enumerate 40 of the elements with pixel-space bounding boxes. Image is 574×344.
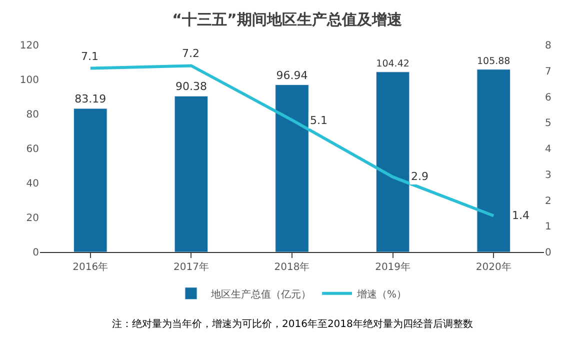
y-tick-label: 40: [26, 178, 39, 190]
y-tick-label: 120: [20, 40, 39, 52]
text: 注：绝对量为当年价，增速为可比价，2016年至2018年绝对量为四经普后调整数: [112, 318, 473, 330]
y2-tick-label: 0: [545, 248, 552, 258]
x-tick-label: 2016年: [72, 261, 108, 273]
y2-tick-label: 5: [545, 118, 552, 130]
y-tick-label: 100: [20, 75, 39, 86]
legend-label: 增速（%）: [356, 288, 407, 300]
data-label: 2.9: [411, 170, 428, 183]
data-label: 104.42: [376, 58, 410, 70]
data-label: 7.2: [182, 47, 200, 60]
y-tick-label: 20: [26, 213, 39, 224]
chart-title: “十三五”期间地区生产总值及增速: [172, 10, 403, 28]
data-label: 105.88: [476, 56, 510, 67]
y2-tick-label: 8: [545, 40, 552, 52]
y2-tick-label: 6: [545, 92, 552, 104]
y-tick-label: 60: [26, 144, 39, 155]
data-label: 1.4: [512, 209, 530, 222]
bar: [476, 69, 510, 252]
x-tick-label: 2017年: [173, 261, 209, 273]
data-label: 7.1: [81, 50, 98, 63]
y2-tick-label: 3: [545, 170, 552, 181]
y-tick-label: 80: [26, 110, 39, 120]
y2-tick-label: 7: [545, 66, 552, 78]
bar: [376, 72, 410, 252]
y2-tick-label: 4: [545, 144, 552, 155]
data-label: 83.19: [74, 92, 106, 106]
y-tick-label: 0: [32, 248, 39, 258]
legend-label: 地区生产总值（亿元）: [210, 288, 311, 300]
y2-tick-label: 1: [545, 222, 552, 233]
bar: [174, 96, 208, 252]
x-tick-label: 2019年: [375, 261, 411, 273]
bar: [275, 84, 309, 252]
y2-tick-label: 2: [545, 196, 552, 207]
x-tick-label: 2020年: [476, 261, 512, 273]
data-label: 5.1: [310, 114, 328, 127]
data-label: 90.38: [175, 80, 207, 94]
x-tick-label: 2018年: [274, 261, 310, 273]
data-label: 96.94: [276, 68, 308, 82]
bar: [74, 108, 108, 252]
